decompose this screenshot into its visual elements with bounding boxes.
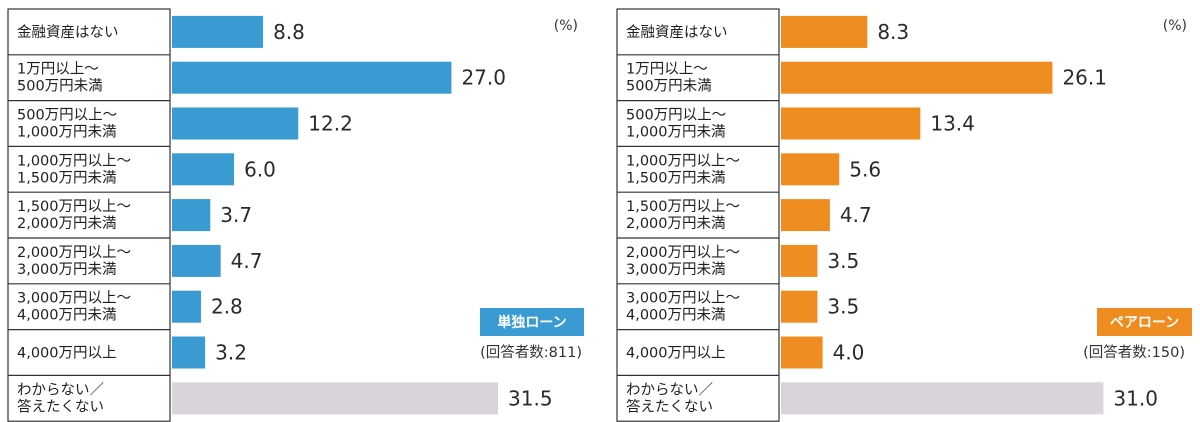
category-label: わからない／答えたくない	[17, 381, 104, 415]
data-label: 27.0	[461, 66, 506, 90]
data-label: 12.2	[308, 112, 353, 136]
category-label: 1万円以上～ 500万円未満	[17, 61, 103, 95]
bar	[781, 107, 921, 140]
category-label: 3,000万円以上～ 4,000万円未満	[17, 290, 131, 324]
data-label: 5.6	[849, 157, 881, 181]
bar	[781, 153, 840, 186]
category-label: 500万円以上～ 1,000万円未満	[17, 107, 117, 141]
unit-label: (%)	[554, 18, 578, 34]
bar	[172, 336, 206, 369]
category-label: 金融資産はない	[17, 24, 119, 41]
data-label: 8.3	[877, 20, 909, 44]
category-label: 500万円以上～ 1,000万円未満	[626, 107, 726, 141]
legend-swatch	[1097, 308, 1192, 336]
data-label: 3.7	[220, 203, 252, 227]
unit-label: (%)	[1163, 18, 1187, 34]
legend: 単独ローン	[480, 308, 584, 336]
category-label: 金融資産はない	[626, 24, 728, 41]
category-table	[7, 8, 171, 422]
data-label: 31.0	[1113, 386, 1158, 410]
data-label: 3.2	[215, 341, 247, 365]
table-border	[616, 8, 780, 422]
table-border	[7, 8, 171, 422]
data-label: 13.4	[930, 112, 975, 136]
legend-label: 単独ローン	[497, 314, 566, 331]
bar	[781, 199, 830, 232]
bar-chart-pair-loan: 金融資産はない 8.3 1万円以上～ 500万円未満 26.1 500万円以上～ 1,000…	[616, 8, 1192, 422]
bar	[172, 153, 235, 186]
data-label: 26.1	[1062, 66, 1107, 90]
category-label: 2,000万円以上～ 3,000万円未満	[626, 244, 740, 278]
bar	[781, 290, 818, 323]
data-label: 8.8	[273, 20, 305, 44]
bar	[172, 107, 299, 140]
data-label: 4.0	[833, 341, 865, 365]
category-label: 2,000万円以上～ 3,000万円未満	[17, 244, 131, 278]
bar	[172, 244, 221, 277]
bar	[781, 15, 868, 48]
chart-panel-single-loan: 金融資産はない 8.8 1万円以上～ 500万円未満 27.0 500万円以上～ 1,000…	[7, 8, 584, 422]
bar	[781, 244, 818, 277]
bar	[781, 382, 1104, 415]
chart-panel-pair-loan: 金融資産はない 8.3 1万円以上～ 500万円未満 26.1 500万円以上～ 1,000…	[609, 0, 1200, 422]
category-label: わからない／答えたくない	[626, 381, 713, 415]
legend-swatch	[480, 308, 584, 336]
category-label: 1,500万円以上～ 2,000万円未満	[17, 198, 131, 232]
category-label: 1万円以上～ 500万円未満	[626, 61, 712, 95]
category-label: 4,000万円以上	[626, 345, 726, 362]
bar	[172, 290, 201, 323]
category-label: 3,000万円以上～ 4,000万円未満	[626, 290, 740, 324]
bar	[781, 336, 823, 369]
bar	[172, 15, 264, 48]
data-label: 4.7	[840, 203, 872, 227]
bar	[781, 61, 1053, 94]
legend: ペアローン	[1097, 308, 1192, 336]
data-label: 6.0	[244, 157, 276, 181]
data-label: 2.8	[211, 295, 243, 319]
data-label: 3.5	[827, 295, 859, 319]
respondent-count: (回答者数:150)	[1083, 344, 1185, 361]
category-label: 4,000万円以上	[17, 345, 117, 362]
category-label: 1,500万円以上～ 2,000万円未満	[626, 198, 740, 232]
data-label: 3.5	[827, 249, 859, 273]
bar-chart-single-loan: 金融資産はない 8.8 1万円以上～ 500万円未満 27.0 500万円以上～ 1,000…	[7, 8, 584, 422]
category-table	[616, 8, 780, 422]
data-label: 4.7	[231, 249, 263, 273]
respondent-count: (回答者数:811)	[480, 344, 582, 361]
bar	[172, 199, 211, 232]
category-label: 1,000万円以上～ 1,500万円未満	[626, 152, 740, 186]
bar	[172, 61, 452, 94]
bar	[172, 382, 499, 415]
legend-label: ペアローン	[1110, 315, 1179, 331]
category-label: 1,000万円以上～ 1,500万円未満	[17, 152, 131, 186]
data-label: 31.5	[508, 386, 553, 410]
